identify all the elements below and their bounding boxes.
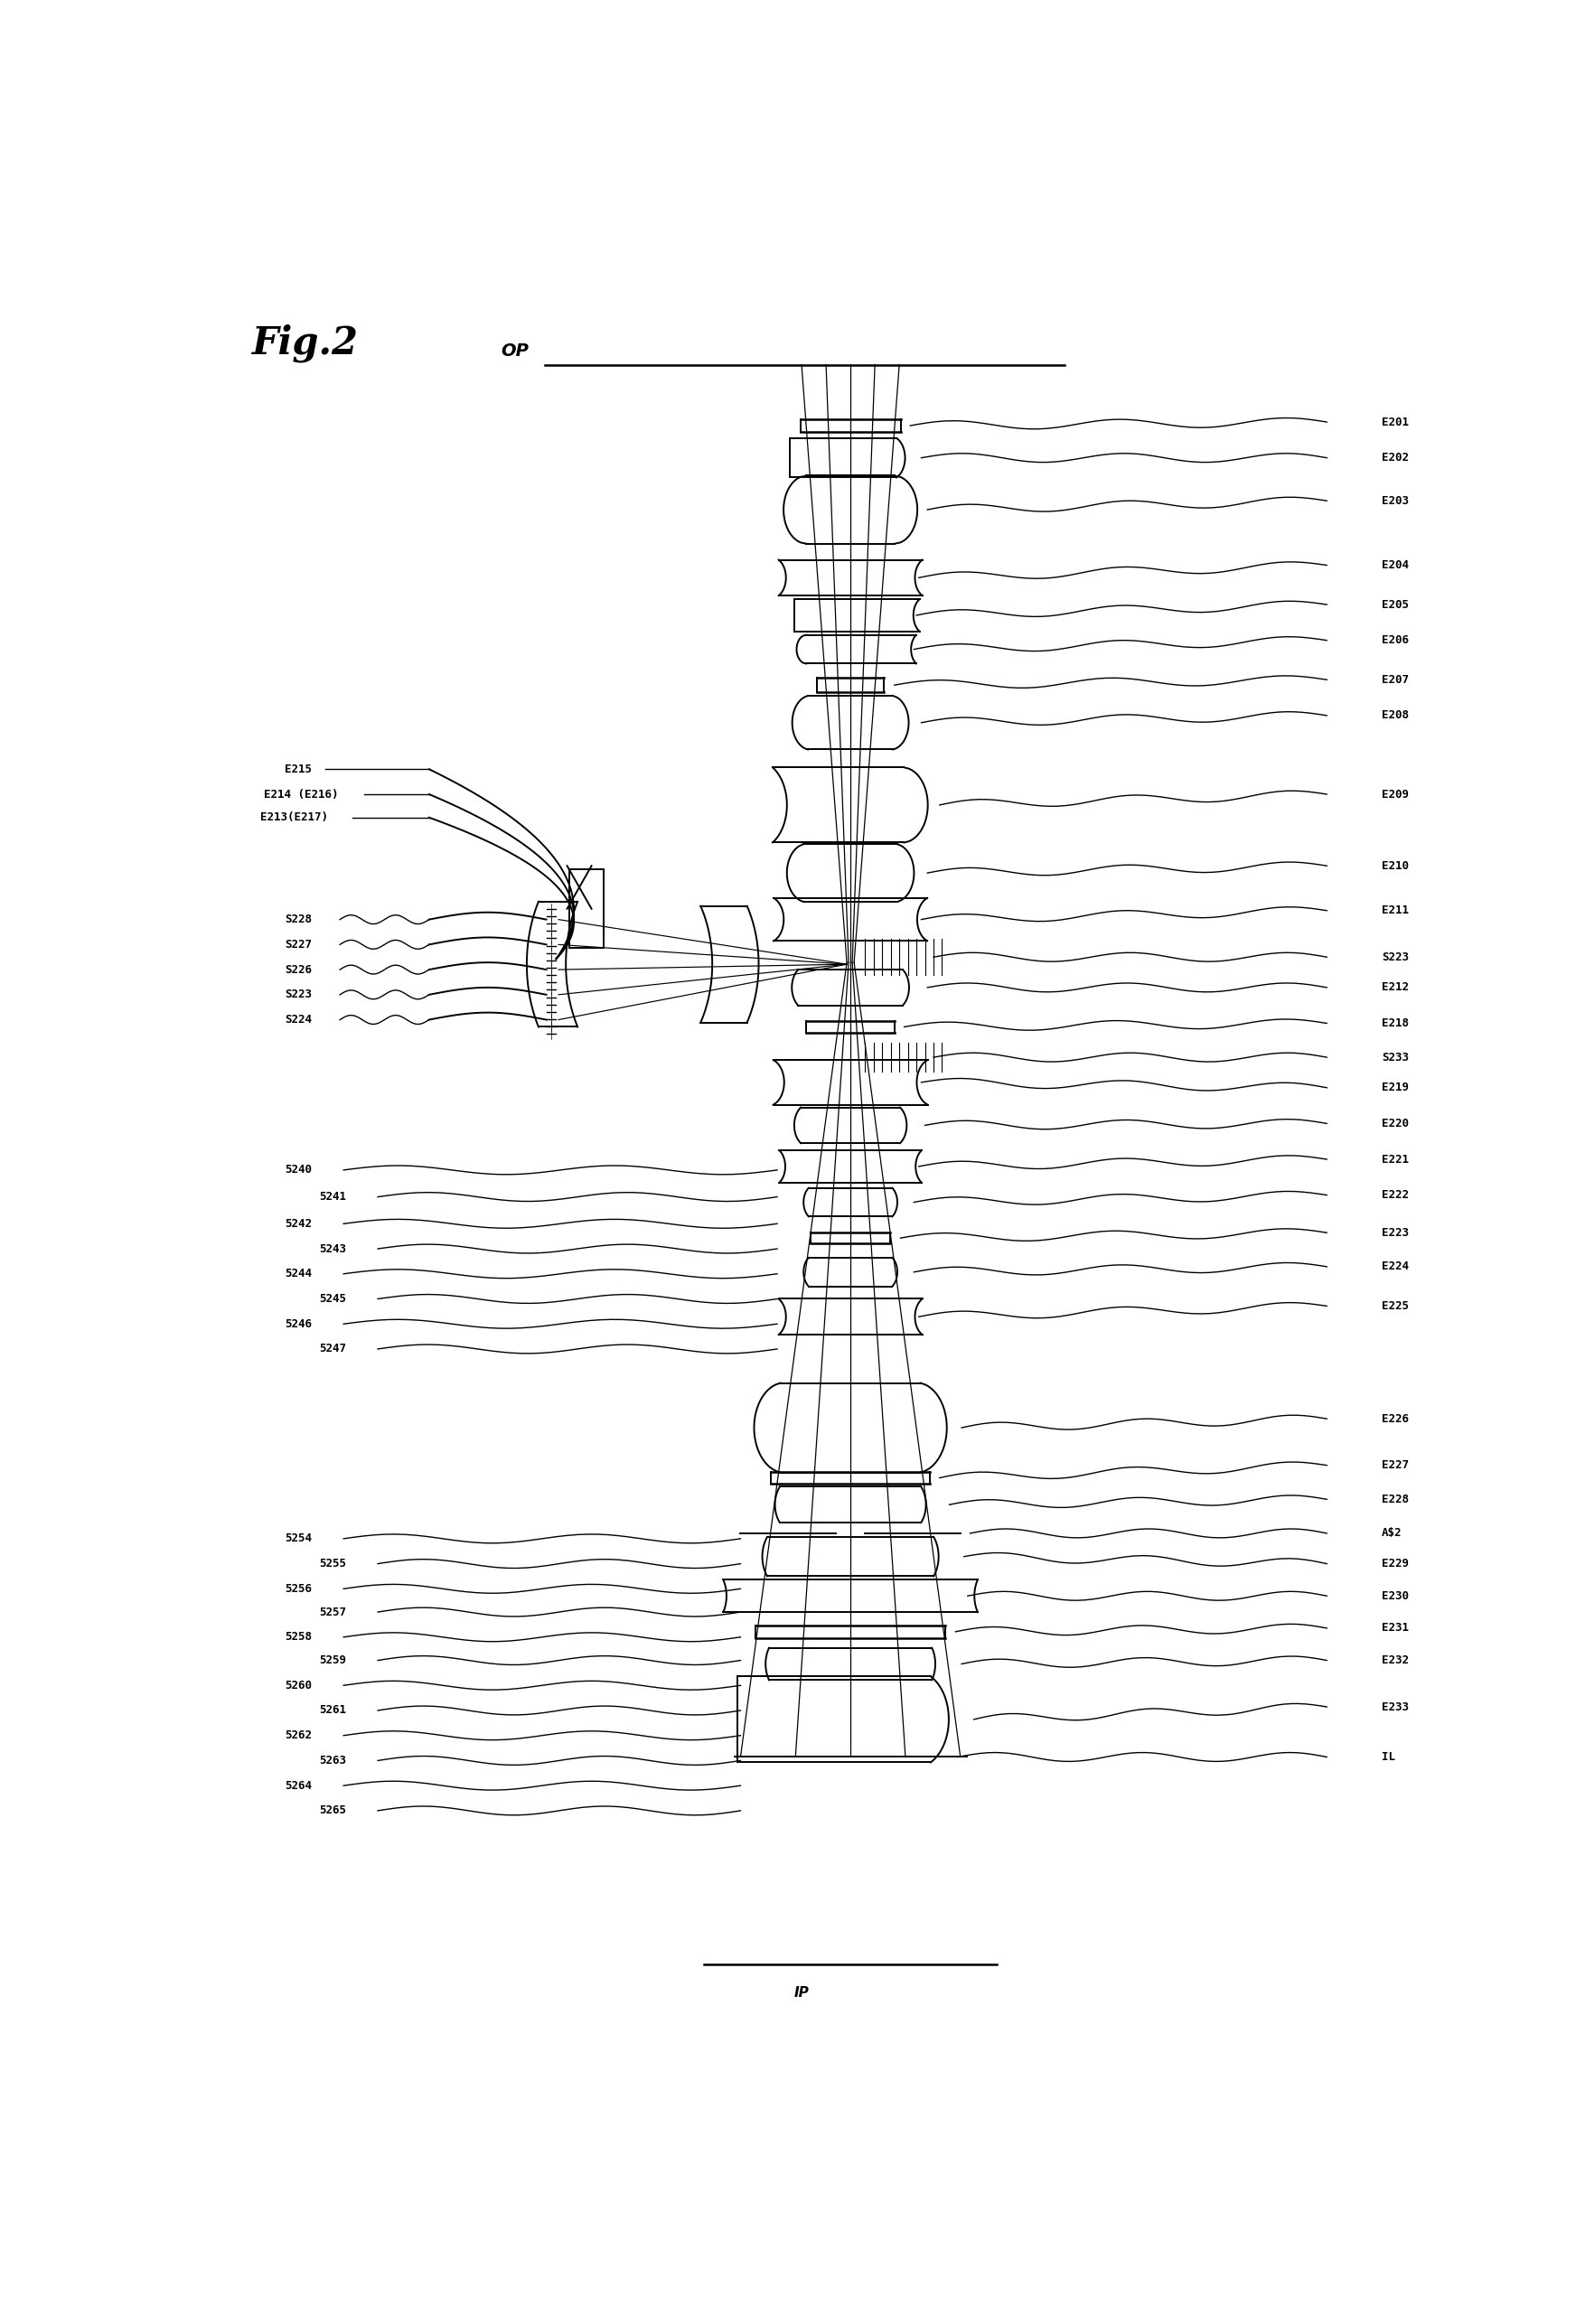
Text: E210: E210: [1382, 860, 1409, 872]
Text: 5264: 5264: [285, 1780, 312, 1792]
Text: E203: E203: [1382, 495, 1409, 507]
Text: E222: E222: [1382, 1190, 1409, 1202]
Text: 5265: 5265: [318, 1806, 347, 1817]
Text: OP: OP: [501, 342, 530, 360]
Text: 5261: 5261: [318, 1703, 347, 1717]
Text: E201: E201: [1382, 416, 1409, 428]
Text: E208: E208: [1382, 709, 1409, 720]
Text: E226: E226: [1382, 1413, 1409, 1425]
Text: 5254: 5254: [285, 1534, 312, 1545]
Text: E219: E219: [1382, 1083, 1409, 1095]
Text: Fig.2: Fig.2: [252, 323, 359, 363]
Text: E202: E202: [1382, 451, 1409, 465]
Text: E221: E221: [1382, 1153, 1409, 1164]
Text: E218: E218: [1382, 1018, 1409, 1030]
Text: 5259: 5259: [318, 1655, 347, 1666]
Text: 5241: 5241: [318, 1190, 347, 1204]
Text: 5246: 5246: [285, 1318, 312, 1329]
Text: E233: E233: [1382, 1701, 1409, 1713]
Text: E228: E228: [1382, 1494, 1409, 1506]
Text: 5243: 5243: [318, 1243, 347, 1255]
Text: 5258: 5258: [285, 1631, 312, 1643]
Text: A$2: A$2: [1382, 1527, 1403, 1538]
Text: E209: E209: [1382, 788, 1409, 799]
Text: S226: S226: [285, 964, 312, 976]
Text: 5247: 5247: [318, 1343, 347, 1355]
Text: E204: E204: [1382, 560, 1409, 572]
Bar: [569, 869, 604, 948]
Text: E227: E227: [1382, 1459, 1409, 1471]
Text: S233: S233: [1382, 1050, 1409, 1062]
Text: E230: E230: [1382, 1590, 1409, 1601]
Text: S228: S228: [285, 913, 312, 925]
Text: 5262: 5262: [285, 1729, 312, 1741]
Text: E213(E217): E213(E217): [260, 811, 328, 823]
Text: 5240: 5240: [285, 1164, 312, 1176]
Text: 5242: 5242: [285, 1218, 312, 1229]
Text: 5255: 5255: [318, 1557, 347, 1569]
Text: 5260: 5260: [285, 1680, 312, 1692]
Text: E231: E231: [1382, 1622, 1409, 1634]
Text: 5244: 5244: [285, 1269, 312, 1281]
Text: 5263: 5263: [318, 1755, 347, 1766]
Text: S227: S227: [285, 939, 312, 951]
Text: IL: IL: [1382, 1750, 1395, 1764]
Text: E223: E223: [1382, 1227, 1409, 1239]
Text: E220: E220: [1382, 1118, 1409, 1129]
Text: S223: S223: [285, 988, 312, 1002]
Text: E212: E212: [1382, 981, 1409, 992]
Text: S224: S224: [285, 1013, 312, 1025]
Text: E214 (E216): E214 (E216): [265, 788, 339, 799]
Text: E207: E207: [1382, 674, 1409, 686]
Text: E215: E215: [285, 762, 312, 776]
Text: E232: E232: [1382, 1655, 1409, 1666]
Text: E229: E229: [1382, 1557, 1409, 1569]
Text: E205: E205: [1382, 600, 1409, 611]
Text: E211: E211: [1382, 904, 1409, 916]
Text: E224: E224: [1382, 1262, 1409, 1274]
Text: E225: E225: [1382, 1299, 1409, 1313]
Text: 5256: 5256: [285, 1583, 312, 1594]
Text: S223: S223: [1382, 951, 1409, 962]
Text: 5257: 5257: [318, 1606, 347, 1618]
Text: IP: IP: [794, 1987, 808, 1999]
Text: E206: E206: [1382, 634, 1409, 646]
Text: 5245: 5245: [318, 1292, 347, 1304]
